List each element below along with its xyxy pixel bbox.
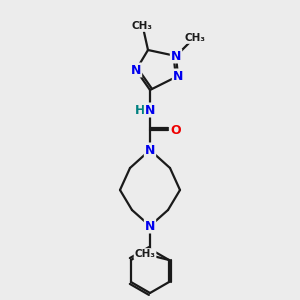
Text: N: N: [145, 220, 155, 232]
Text: CH₃: CH₃: [184, 33, 206, 43]
Text: CH₃: CH₃: [135, 249, 156, 259]
Text: N: N: [173, 70, 183, 83]
Text: N: N: [131, 64, 141, 76]
Text: H: H: [135, 103, 145, 116]
Text: N: N: [171, 50, 181, 62]
Text: N: N: [145, 103, 155, 116]
Text: CH₃: CH₃: [131, 21, 152, 31]
Text: O: O: [171, 124, 181, 136]
Text: N: N: [145, 143, 155, 157]
